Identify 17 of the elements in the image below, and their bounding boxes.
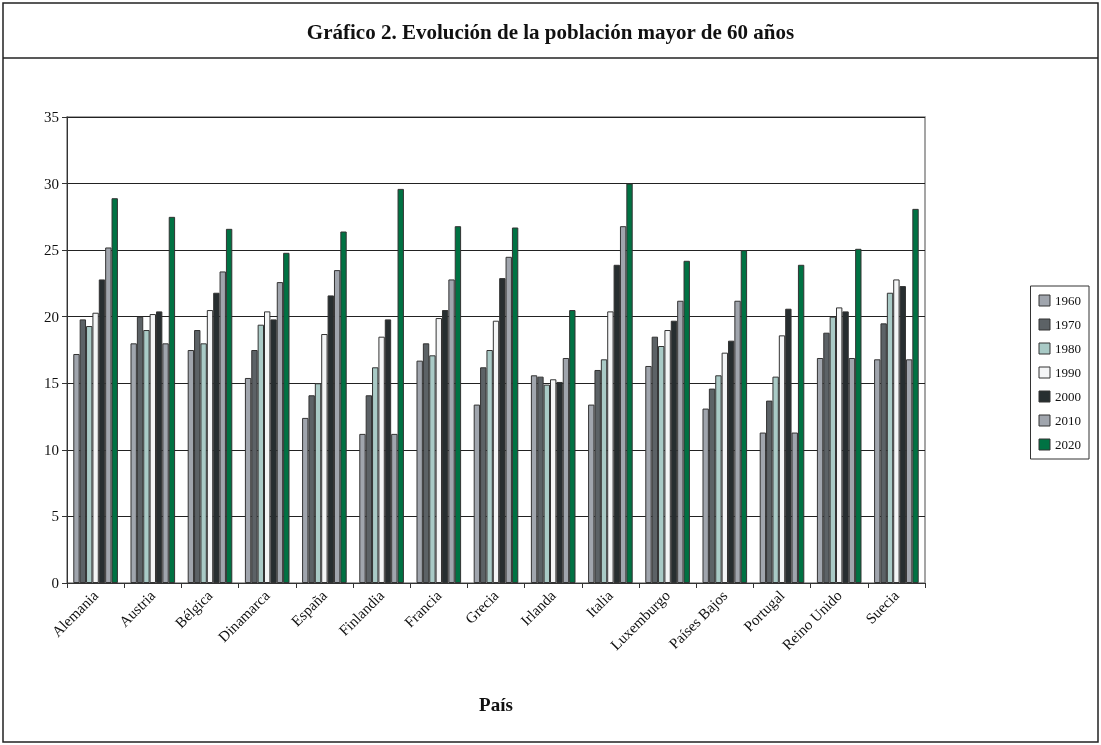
y-tick-label: 0: [51, 575, 59, 591]
chart-title: Gráfico 2. Evolución de la población mayor de 60 años: [306, 19, 795, 44]
y-tick-label: 35: [44, 109, 59, 125]
y-tick-label: 5: [51, 508, 59, 525]
x-axis-title: País: [479, 694, 513, 715]
y-tick-label: 15: [44, 375, 59, 392]
legend-label: 2010: [1055, 413, 1081, 428]
y-tick-label: 30: [44, 175, 59, 192]
legend-label: 1980: [1055, 341, 1081, 356]
legend-label: 2020: [1055, 437, 1081, 452]
y-tick-label: 10: [44, 441, 59, 458]
y-tick-label: 25: [44, 242, 59, 259]
legend-label: 2000: [1055, 389, 1081, 404]
legend-label: 1960: [1055, 293, 1081, 308]
legend-label: 1970: [1055, 317, 1081, 332]
y-tick-label: 20: [44, 308, 59, 325]
legend-label: 1990: [1055, 365, 1081, 380]
